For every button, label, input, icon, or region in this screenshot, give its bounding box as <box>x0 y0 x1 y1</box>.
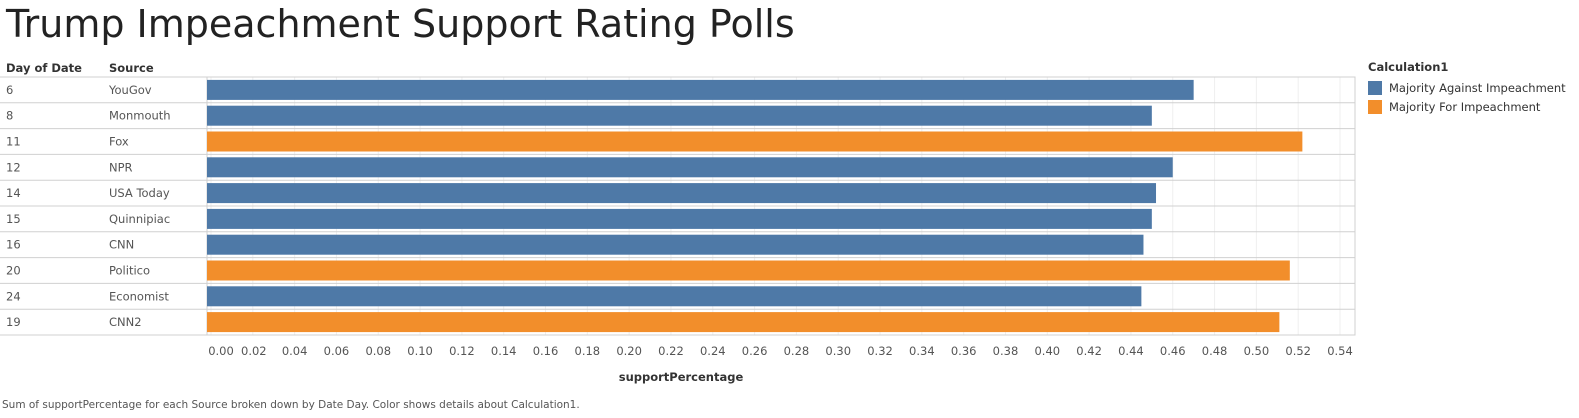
legend-swatch-against <box>1368 80 1382 95</box>
legend-title: Calculation1 <box>1368 60 1449 74</box>
x-tick-label: 0.34 <box>909 344 935 358</box>
row-source-label: Fox <box>109 135 129 149</box>
row-day-label: 20 <box>6 264 21 278</box>
bar[interactable] <box>207 131 1303 152</box>
x-tick-label: 0.26 <box>742 344 768 358</box>
row-day-label: 8 <box>6 109 13 123</box>
row-day-label: 6 <box>6 83 13 97</box>
row-day-label: 19 <box>6 315 21 329</box>
legend-swatch-for <box>1368 99 1382 114</box>
row-source-label: Economist <box>109 289 169 303</box>
row-source-label: Monmouth <box>109 109 171 123</box>
x-tick-label: 0.54 <box>1327 344 1353 358</box>
row-source-label: NPR <box>109 160 133 174</box>
row-source-label: USA Today <box>109 186 170 200</box>
page-title: Trump Impeachment Support Rating Polls <box>6 2 795 46</box>
x-tick-label: 0.46 <box>1160 344 1186 358</box>
legend: Calculation1 Majority Against Impeachmen… <box>1368 60 1566 116</box>
bar[interactable] <box>207 312 1280 333</box>
day-of-date-header[interactable]: Day of Date <box>6 61 82 75</box>
x-tick-label: 0.30 <box>825 344 851 358</box>
x-tick-label: 0.10 <box>407 344 433 358</box>
x-tick-label: 0.12 <box>449 344 475 358</box>
row-source-label: YouGov <box>108 83 152 97</box>
legend-item-against[interactable]: Majority Against Impeachment <box>1368 78 1566 97</box>
row-source-label: CNN <box>109 238 134 252</box>
row-day-label: 16 <box>6 238 21 252</box>
bar[interactable] <box>207 183 1157 204</box>
x-axis-title: supportPercentage <box>619 370 744 384</box>
row-day-label: 14 <box>6 186 21 200</box>
x-tick-label: 0.36 <box>951 344 977 358</box>
x-tick-label: 0.38 <box>993 344 1019 358</box>
x-tick-label: 0.42 <box>1076 344 1102 358</box>
bar[interactable] <box>207 157 1173 178</box>
x-tick-label: 0.24 <box>700 344 726 358</box>
x-tick-label: 0.14 <box>491 344 517 358</box>
bar[interactable] <box>207 79 1194 100</box>
chart-caption: Sum of supportPercentage for each Source… <box>2 399 580 411</box>
row-day-label: 15 <box>6 212 21 226</box>
bar[interactable] <box>207 208 1152 229</box>
x-tick-label: 0.16 <box>533 344 559 358</box>
legend-label-for: Majority For Impeachment <box>1389 99 1541 114</box>
x-tick-label: 0.00 <box>208 344 234 358</box>
row-day-label: 24 <box>6 289 21 303</box>
row-day-label: 11 <box>6 135 21 149</box>
legend-item-for[interactable]: Majority For Impeachment <box>1368 97 1566 116</box>
legend-label-against: Majority Against Impeachment <box>1389 80 1566 95</box>
x-tick-label: 0.08 <box>365 344 391 358</box>
row-day-label: 12 <box>6 160 21 174</box>
row-source-label: Quinnipiac <box>109 212 170 226</box>
bar[interactable] <box>207 105 1152 126</box>
x-tick-label: 0.32 <box>867 344 893 358</box>
bar[interactable] <box>207 286 1142 307</box>
x-tick-label: 0.04 <box>282 344 308 358</box>
x-tick-label: 0.06 <box>324 344 350 358</box>
row-source-label: Politico <box>109 264 150 278</box>
row-source-label: CNN2 <box>109 315 142 329</box>
x-tick-label: 0.22 <box>658 344 684 358</box>
source-header[interactable]: Source <box>109 61 154 75</box>
x-tick-label: 0.44 <box>1118 344 1144 358</box>
x-tick-label: 0.20 <box>616 344 642 358</box>
x-tick-label: 0.18 <box>575 344 601 358</box>
x-tick-label: 0.02 <box>241 344 267 358</box>
bar[interactable] <box>207 234 1144 255</box>
x-tick-label: 0.50 <box>1244 344 1270 358</box>
x-tick-label: 0.48 <box>1202 344 1228 358</box>
bar[interactable] <box>207 260 1290 281</box>
x-tick-label: 0.52 <box>1285 344 1311 358</box>
x-tick-label: 0.28 <box>784 344 810 358</box>
x-tick-label: 0.40 <box>1034 344 1060 358</box>
